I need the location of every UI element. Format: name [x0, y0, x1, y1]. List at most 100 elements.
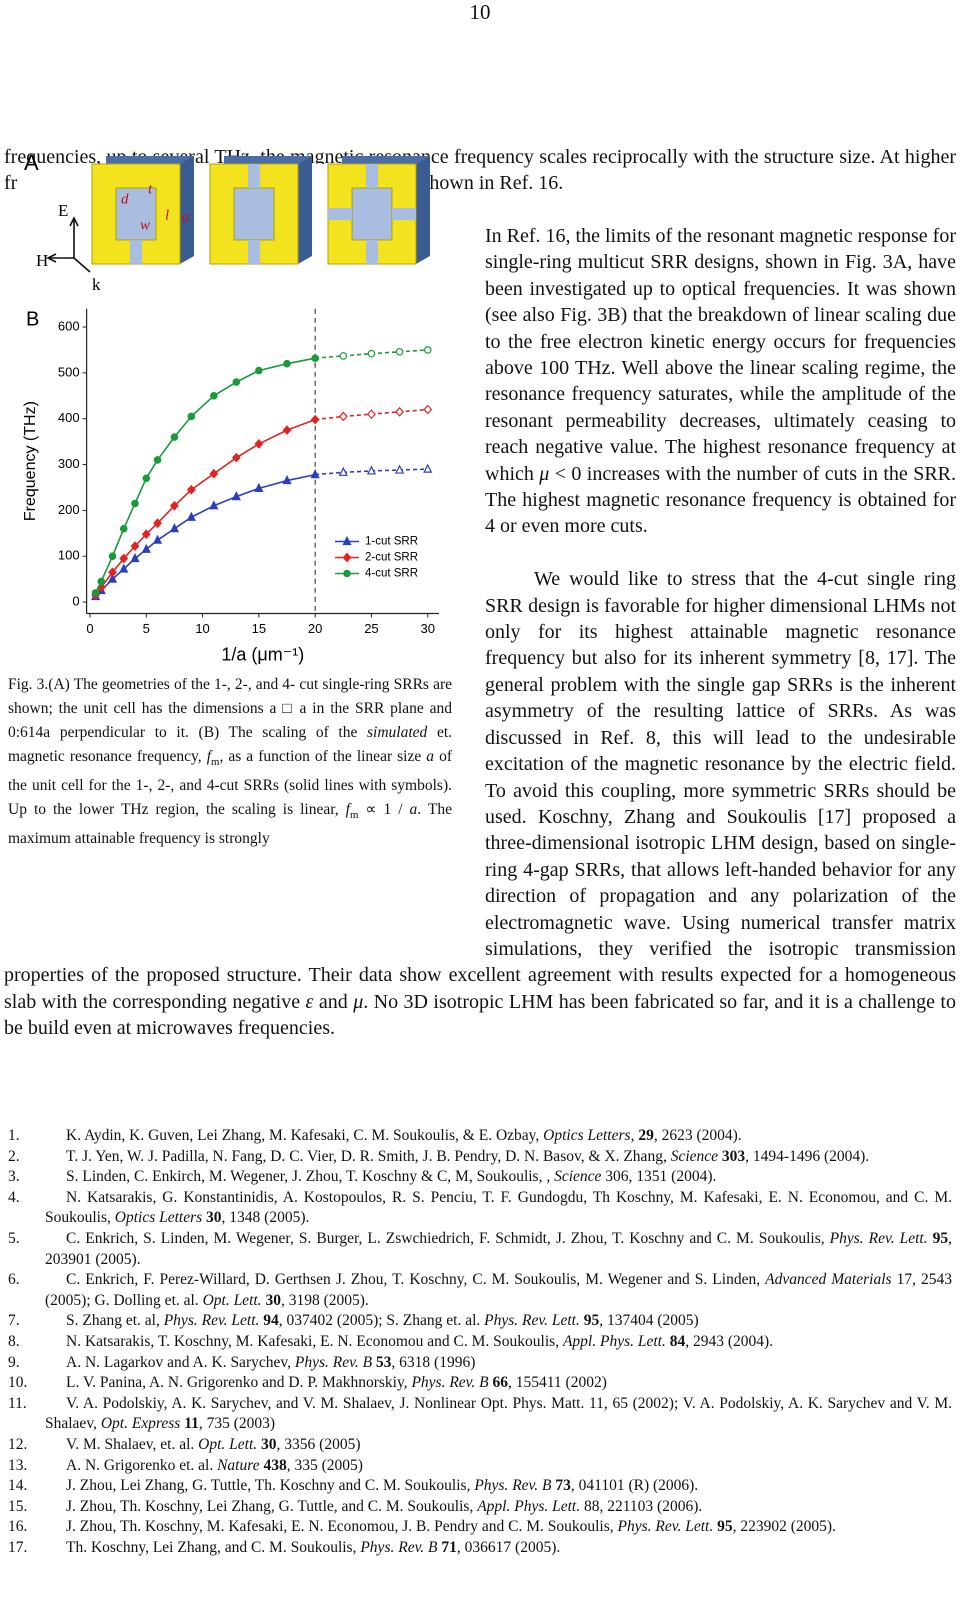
text-run: 95 [717, 1518, 733, 1536]
point [254, 482, 264, 492]
text-run: , as a function of the linear size [219, 748, 427, 765]
text-run: J. Zhou, Th. Koschny, Lei Zhang, G. Tutt… [66, 1497, 478, 1515]
dimension-label: t [148, 181, 153, 197]
point [130, 541, 140, 552]
x-tick-label: 30 [421, 621, 435, 636]
srr-cut [248, 164, 260, 188]
point [423, 404, 433, 415]
srr-side [298, 156, 312, 264]
point [142, 474, 151, 483]
srr-hole [115, 187, 157, 241]
text-run: V. M. Shalaev, et. al. [66, 1435, 199, 1453]
text-run: T. J. Yen, W. J. Padilla, N. Fang, D. C.… [66, 1147, 671, 1165]
text-run: V. A. Podolskiy, A. K. Sarychev, and V. … [45, 1394, 952, 1433]
point [119, 524, 128, 533]
point [210, 391, 218, 400]
legend-marker [342, 552, 352, 563]
text-run: Phys. Rev. B [360, 1538, 438, 1556]
text-run: < 0 increases with the number of cuts in… [485, 462, 956, 538]
text-run: Phys. Rev. B [411, 1374, 489, 1392]
srr-cut [130, 240, 142, 264]
reference-number: 8. [8, 1332, 20, 1350]
point [423, 346, 432, 354]
text-run: Optics Letters [543, 1127, 631, 1144]
point [131, 499, 139, 508]
point [231, 452, 241, 463]
point [187, 412, 196, 421]
field-label: H [36, 251, 48, 270]
point [366, 465, 377, 475]
text-run: , 3356 (2005) [276, 1435, 361, 1453]
text-run: Opt. Lett. [198, 1435, 258, 1453]
text-run: Science [554, 1168, 602, 1186]
reference: 14. J. Zhou, Lei Zhang, G. Tuttle, Th. Ko… [0, 1476, 952, 1497]
srr-side [180, 156, 194, 264]
x-tick-label: 0 [86, 621, 93, 636]
text-run: μ [353, 990, 364, 1013]
srr-hole [351, 187, 393, 241]
text-run: K. Aydin, K. Guven, Lei Zhang, M. Kafesa… [66, 1127, 544, 1144]
series-line [94, 357, 316, 594]
point [231, 491, 241, 501]
dimension-label: d [121, 191, 129, 207]
point [395, 406, 405, 417]
point [97, 577, 106, 586]
reference-number: 12. [8, 1435, 28, 1453]
reference: 4. N. Katsarakis, G. Konstantinidis, A. K… [0, 1188, 952, 1229]
x-tick-label: 15 [252, 621, 266, 636]
text-run: , 2943 (2004). [685, 1332, 774, 1350]
text-run: Nature [217, 1456, 260, 1474]
text-run: Opt. Lett. [202, 1291, 262, 1309]
dimension-label: l [165, 207, 169, 223]
point [209, 468, 219, 479]
reference-number: 10. [8, 1374, 28, 1392]
text-run: Phys. Rev. Lett. [617, 1518, 714, 1536]
text-run: Opt. Express [100, 1415, 181, 1433]
point [423, 463, 433, 473]
srr-cut [328, 208, 352, 220]
text-run: , 203901 (2005). [45, 1229, 953, 1268]
point [232, 378, 241, 386]
text-run: A. N. Grigorenko et. al. [66, 1456, 218, 1474]
point [119, 553, 129, 564]
point [367, 409, 376, 420]
text-run: Appl. Phys. Lett. [562, 1332, 666, 1350]
x-tick-label: 10 [195, 621, 209, 636]
text-run: C. Enkrich, S. Linden, M. Wegener, S. Bu… [66, 1229, 830, 1247]
text-run: 30 [265, 1291, 281, 1309]
reference: 8. N. Katsarakis, T. Koschny, M. Kafesaki… [0, 1332, 952, 1353]
text-run: Phys. Rev. B [474, 1477, 552, 1495]
panel-label: B [26, 308, 39, 330]
reference-number: 15. [8, 1497, 28, 1515]
y-tick-label: 0 [72, 593, 79, 608]
point [169, 523, 179, 533]
field-label: E [58, 201, 68, 220]
point [367, 349, 376, 358]
reference-number: 1. [8, 1127, 20, 1144]
text-run: f [206, 748, 212, 765]
point [152, 534, 163, 544]
text-run: , 041101 (R) (2006). [570, 1477, 699, 1495]
text-run: , 223902 (2005). [732, 1518, 836, 1536]
text-run: . No 3D isotropic LHM has been fabricate… [4, 990, 956, 1040]
text-run: We would like to stress that the 4-cut s… [4, 568, 956, 1013]
reference-number: 7. [8, 1312, 20, 1330]
srr-drawings [91, 156, 430, 265]
text-run: et. magnetic resonance frequency, [8, 724, 453, 765]
text-run: Phys. Rev. Lett. [829, 1229, 928, 1247]
reference-number: 3. [8, 1168, 20, 1186]
text-run: simulated [367, 724, 428, 741]
point [282, 475, 292, 485]
reference: 16. J. Zhou, Th. Koschny, M. Kafesaki, E.… [0, 1517, 952, 1538]
text-run: , 2623 (2004). [653, 1127, 742, 1144]
paragraph: We would like to stress that the 4-cut s… [4, 566, 956, 1041]
reference: 9. A. N. Lagarkov and A. K. Sarychev, Phy… [0, 1353, 952, 1374]
text-run: , 3198 (2005). [280, 1291, 369, 1309]
field-label: k [92, 275, 101, 294]
reference-number: 17. [8, 1538, 28, 1556]
text-run: 17, 2543 (2005); G. Dolling et. al. [45, 1271, 952, 1309]
reference: 11. V. A. Podolskiy, A. K. Sarychev, and … [0, 1394, 952, 1435]
text-run: , 735 (2003) [198, 1415, 276, 1433]
point [209, 500, 219, 510]
y-tick-label: 100 [58, 548, 80, 563]
